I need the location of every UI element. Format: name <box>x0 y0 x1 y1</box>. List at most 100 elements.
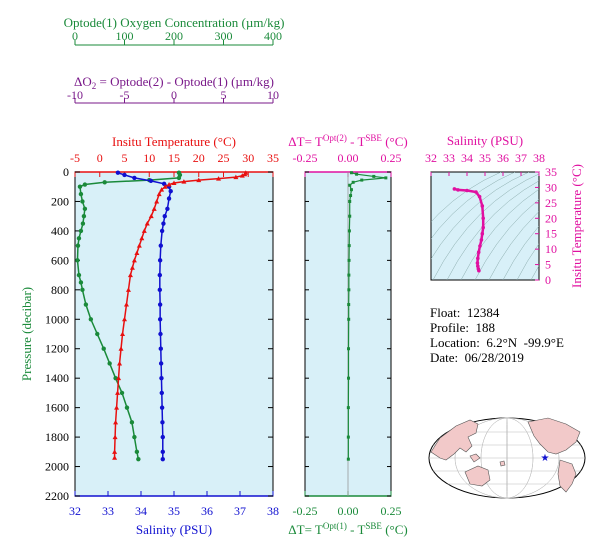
oxygen-axis-tick-label: 200 <box>165 29 183 43</box>
ts-point <box>476 250 481 255</box>
delta-t-point <box>346 435 350 439</box>
temperature-point <box>171 180 177 186</box>
temperature-point <box>115 390 121 395</box>
salinity-tick-label: 35 <box>168 504 180 518</box>
density-contour <box>474 199 539 280</box>
delta-t-top-axis-label: ΔT= TOpt(2) - TSBE (°C) <box>288 133 407 149</box>
profile-row: Profile: 188 <box>430 320 564 335</box>
delta-t-point <box>347 303 351 307</box>
temperature-tick-label: 10 <box>143 151 155 165</box>
salinity-point <box>168 188 173 194</box>
oxygen-point <box>132 434 137 440</box>
delta-t-point <box>347 288 351 292</box>
delta-o2-axis: -10 -5 0 5 10 <box>67 88 279 104</box>
ts-point <box>481 216 486 221</box>
temperature-point <box>131 257 137 263</box>
salinity-point <box>157 258 163 263</box>
ts-y-tick-label: 20 <box>545 211 557 225</box>
ts-point <box>480 231 485 236</box>
delta-t-point <box>360 178 364 182</box>
density-contour <box>431 172 502 223</box>
delta-t-bottom-tick-label: 0.25 <box>381 504 402 518</box>
pressure-tick-label: 1600 <box>45 401 69 415</box>
delta-t-point <box>348 183 352 187</box>
salinity-point <box>158 243 163 248</box>
temperature-point <box>112 434 118 440</box>
temperature-point <box>125 287 131 292</box>
oxygen-axis-tick-label: 100 <box>116 29 134 43</box>
temperature-point <box>141 228 147 233</box>
float-info: Float: 12384 Profile: 188 Location: 6.2°… <box>430 305 564 365</box>
delta-t-point <box>349 188 353 192</box>
pressure-tick-label: 1200 <box>45 342 69 356</box>
temperature-point <box>181 179 187 184</box>
temperature-point <box>118 346 124 351</box>
oxygen-point <box>78 228 84 234</box>
ts-point <box>475 261 480 265</box>
salinity-tick-label: 37 <box>234 504 246 518</box>
date-label: Date: <box>430 350 459 365</box>
delta-t-point <box>347 347 351 351</box>
temperature-point <box>114 405 120 410</box>
pressure-tick-label: 1400 <box>45 371 69 385</box>
density-contour <box>460 188 539 280</box>
oxygen-point <box>76 236 82 241</box>
delta-t-point <box>347 229 351 233</box>
float-value: 12384 <box>466 305 500 320</box>
salinity-tick-label: 38 <box>267 504 279 518</box>
world-map: ★ <box>428 417 586 499</box>
oxygen-point <box>80 221 86 226</box>
pressure-tick-label: 2200 <box>45 489 69 503</box>
salinity-point <box>148 178 154 184</box>
pressure-tick-label: 2000 <box>45 460 69 474</box>
temperature-point <box>242 171 248 177</box>
temperature-point <box>216 176 222 181</box>
oxygen-point <box>75 243 81 248</box>
temperature-point <box>156 191 162 197</box>
salinity-axis-label: Salinity (PSU) <box>136 522 212 537</box>
temperature-point <box>239 173 245 178</box>
salinity-point <box>162 213 167 219</box>
salinity-point <box>159 390 164 396</box>
salinity-tick-label: 33 <box>102 504 114 518</box>
salinity-point <box>157 272 163 278</box>
oxygen-point <box>119 390 125 396</box>
density-contour <box>502 225 539 280</box>
salinity-point <box>160 449 165 455</box>
delta-t-point <box>372 174 376 178</box>
oxygen-point <box>82 206 88 212</box>
date-row: Date: 06/28/2019 <box>430 350 564 365</box>
temperature-point <box>144 221 150 226</box>
density-contour <box>431 172 530 260</box>
delta-t-point <box>347 376 351 380</box>
ts-x-tick-label: 36 <box>497 151 509 165</box>
temperature-point <box>151 206 157 211</box>
oxygen-point <box>80 287 85 293</box>
density-contour <box>431 172 516 239</box>
date-value: 06/28/2019 <box>464 350 524 365</box>
delta-o2-axis-tick-label: 0 <box>171 88 177 102</box>
temperature-point <box>166 182 172 187</box>
pressure-tick-label: 0 <box>63 165 69 179</box>
salinity-point <box>132 175 137 181</box>
temperature-point <box>162 184 168 189</box>
oxygen-axis: 0 100 200 300 400 <box>72 29 282 46</box>
delta-o2-axis-tick-label: 5 <box>221 88 227 102</box>
oxygen-point <box>102 180 107 185</box>
temperature-point <box>122 316 127 322</box>
location-label: Location: <box>430 335 480 350</box>
ts-point <box>476 256 480 261</box>
ts-x-tick-label: 32 <box>425 151 437 165</box>
delta-o2-axis-label: ΔO2 = Optode(2) - Optode(1) (µm/kg) <box>74 74 274 91</box>
ts-point <box>480 204 485 208</box>
temperature-tick-label: 35 <box>267 151 279 165</box>
delta-t-point <box>349 171 353 175</box>
ts-x-tick-label: 38 <box>533 151 545 165</box>
temperature-point <box>129 265 135 270</box>
temperature-point <box>112 455 118 460</box>
ts-temperature-axis-label: Insitu Temperature (°C) <box>569 164 584 288</box>
oxygen-point <box>78 191 84 197</box>
ts-point <box>477 194 482 199</box>
ts-point <box>479 238 484 242</box>
